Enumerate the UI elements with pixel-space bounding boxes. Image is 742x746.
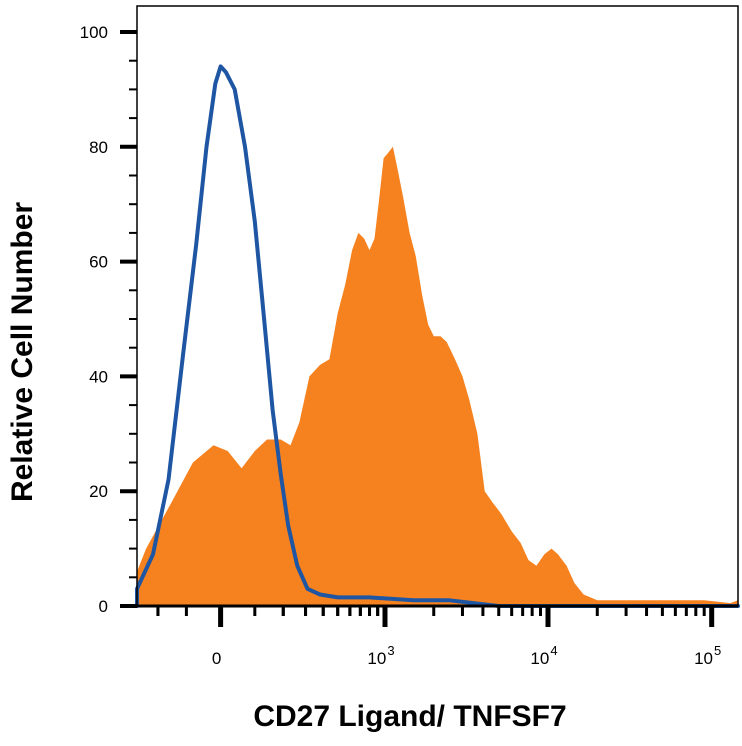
y-tick-label: 100 xyxy=(80,23,108,42)
y-axis: 0 20 40 60 80 100 xyxy=(80,23,137,616)
plot-area xyxy=(135,64,740,608)
y-tick-label: 20 xyxy=(89,482,108,501)
y-axis-label: Relative Cell Number xyxy=(6,202,39,502)
x-tick-label: 104 xyxy=(530,643,557,668)
y-tick-label: 0 xyxy=(99,597,108,616)
y-tick-label: 60 xyxy=(89,253,108,272)
x-tick-label: 0 xyxy=(212,649,221,668)
x-axis: 0 103 104 105 xyxy=(120,604,738,668)
y-tick-label: 80 xyxy=(89,138,108,157)
x-tick-label: 103 xyxy=(367,643,394,668)
y-tick-label: 40 xyxy=(89,367,108,386)
histogram-filled-series xyxy=(137,146,738,607)
histogram-line-series xyxy=(135,64,740,608)
x-axis-label: CD27 Ligand/ TNFSF7 xyxy=(253,700,566,733)
x-tick-label: 105 xyxy=(694,643,721,668)
